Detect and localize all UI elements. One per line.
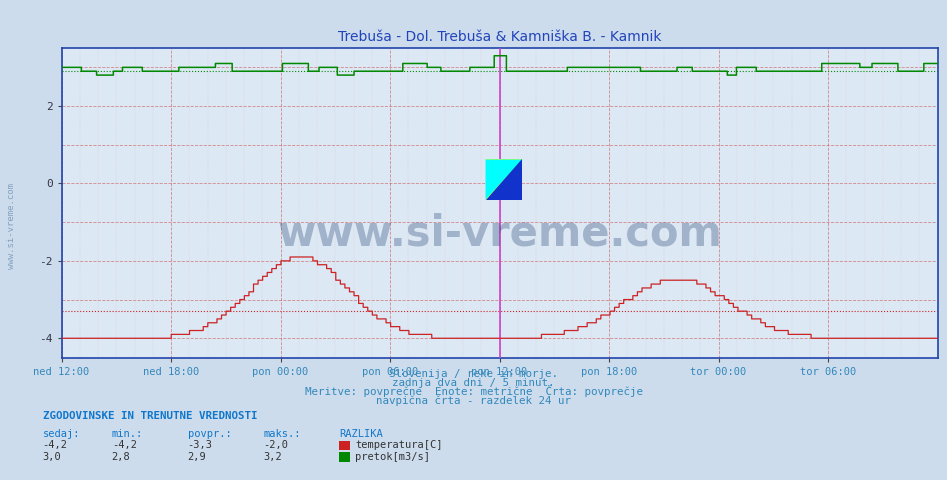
Text: temperatura[C]: temperatura[C] <box>355 440 442 450</box>
Text: 2,9: 2,9 <box>188 452 206 462</box>
Text: RAZLIKA: RAZLIKA <box>339 429 383 439</box>
Text: -3,3: -3,3 <box>188 440 212 450</box>
Text: -4,2: -4,2 <box>43 440 67 450</box>
Text: 3,0: 3,0 <box>43 452 62 462</box>
Text: Meritve: povprečne  Enote: metrične  Črta: povprečje: Meritve: povprečne Enote: metrične Črta:… <box>305 385 642 397</box>
Text: sedaj:: sedaj: <box>43 429 80 439</box>
Title: Trebuša - Dol. Trebuša & Kamniška B. - Kamnik: Trebuša - Dol. Trebuša & Kamniška B. - K… <box>338 30 661 44</box>
Polygon shape <box>486 159 523 200</box>
Text: navpična črta - razdelek 24 ur: navpična črta - razdelek 24 ur <box>376 396 571 406</box>
Text: min.:: min.: <box>112 429 143 439</box>
Text: pretok[m3/s]: pretok[m3/s] <box>355 452 430 462</box>
Text: -2,0: -2,0 <box>263 440 288 450</box>
FancyBboxPatch shape <box>486 159 523 200</box>
Text: povpr.:: povpr.: <box>188 429 231 439</box>
Polygon shape <box>486 159 523 200</box>
Text: www.si-vreme.com: www.si-vreme.com <box>277 213 722 255</box>
Text: -4,2: -4,2 <box>112 440 136 450</box>
Text: zadnja dva dni / 5 minut.: zadnja dva dni / 5 minut. <box>392 378 555 388</box>
Text: 3,2: 3,2 <box>263 452 282 462</box>
Text: Slovenija / reke in morje.: Slovenija / reke in morje. <box>389 369 558 379</box>
Text: maks.:: maks.: <box>263 429 301 439</box>
Text: 2,8: 2,8 <box>112 452 131 462</box>
Text: ZGODOVINSKE IN TRENUTNE VREDNOSTI: ZGODOVINSKE IN TRENUTNE VREDNOSTI <box>43 410 258 420</box>
Text: www.si-vreme.com: www.si-vreme.com <box>7 182 16 269</box>
